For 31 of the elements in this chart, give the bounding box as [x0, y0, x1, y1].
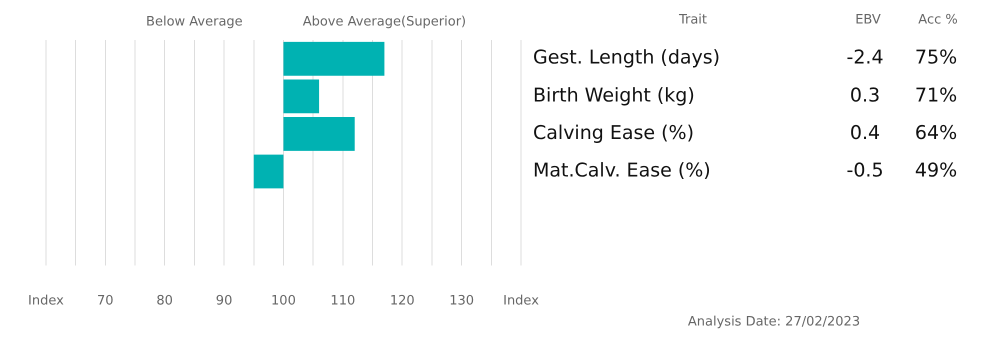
x-tick-label: 120 [390, 294, 415, 309]
y-tick-label: Birth Weight (kg) [533, 84, 695, 106]
y-tick-label: Gest. Length (days) [533, 46, 720, 69]
text: Below Average [146, 14, 243, 30]
x-tick-label: 100 [271, 294, 296, 309]
x-tick-label: 110 [330, 294, 356, 309]
y-axis-title: Trait [678, 12, 708, 28]
x-tick-label: 130 [449, 294, 474, 309]
y-tick-label: Mat.Calv. Ease (%) [533, 159, 711, 182]
x-tick-label: 90 [216, 294, 232, 309]
bar [283, 79, 320, 114]
text: -0.5 [846, 159, 884, 182]
x-tick-label: 80 [156, 294, 173, 309]
text: EBV [855, 12, 881, 28]
text: 0.3 [850, 84, 880, 106]
text: 49% [914, 159, 958, 182]
text: -2.4 [846, 46, 884, 69]
bar [254, 154, 284, 188]
text: Acc % [918, 12, 958, 28]
x-tick-label: Index [503, 294, 540, 309]
bar [283, 117, 355, 151]
text: 71% [914, 84, 958, 106]
text: 75% [914, 46, 958, 69]
text: 0.4 [850, 122, 880, 144]
text: Above Average(Superior) [302, 14, 466, 30]
text: 64% [914, 122, 958, 144]
y-tick-label: Calving Ease (%) [533, 122, 694, 144]
bar [283, 42, 384, 76]
x-tick-label: 70 [97, 294, 114, 309]
text: Analysis Date: 27/02/2023 [688, 314, 860, 330]
x-tick-label: Index [28, 294, 64, 309]
